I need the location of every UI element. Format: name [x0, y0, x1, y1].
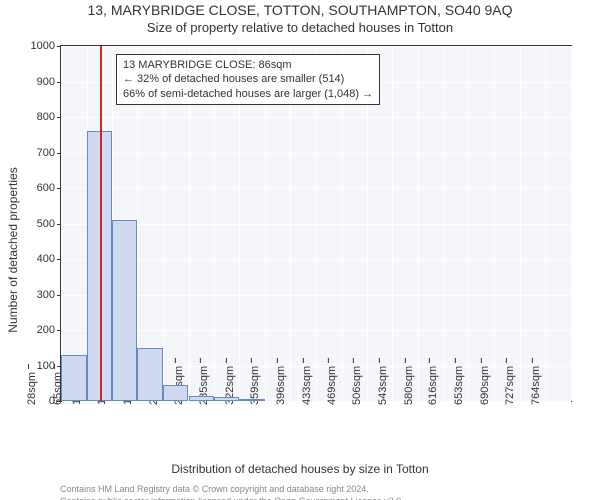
y-tick: 1000 — [31, 40, 61, 52]
gridline-h — [61, 401, 571, 402]
y-tick: 800 — [37, 111, 61, 123]
y-tick: 200 — [37, 324, 61, 336]
x-tick: 727sqm — [504, 364, 516, 405]
chart-title: 13, MARYBRIDGE CLOSE, TOTTON, SOUTHAMPTO… — [0, 2, 600, 18]
y-tick: 900 — [37, 76, 61, 88]
x-tick: 690sqm — [479, 364, 491, 405]
reference-marker — [100, 46, 102, 401]
plot-area: 0100200300400500600700800900100028sqm65s… — [60, 45, 572, 402]
annotation-line: ← 32% of detached houses are smaller (51… — [123, 72, 373, 86]
gridline-v — [468, 46, 469, 401]
y-tick: 300 — [37, 289, 61, 301]
attribution-line-2: Contains public sector information licen… — [60, 496, 404, 500]
y-axis-label: Number of detached properties — [6, 167, 20, 332]
gridline-v — [494, 46, 495, 401]
x-tick: 543sqm — [377, 364, 389, 405]
x-tick: 580sqm — [402, 364, 414, 405]
y-tick: 400 — [37, 253, 61, 265]
gridline-v — [418, 46, 419, 401]
histogram-bar — [239, 399, 265, 401]
x-tick: 616sqm — [427, 364, 439, 405]
histogram-bar — [189, 396, 215, 401]
gridline-v — [444, 46, 445, 401]
x-tick: 653sqm — [453, 364, 465, 405]
y-tick: 600 — [37, 182, 61, 194]
gridline-v — [520, 46, 521, 401]
gridline-v — [545, 46, 546, 401]
x-tick: 396sqm — [275, 364, 287, 405]
x-tick: 433sqm — [300, 364, 312, 405]
gridline-v — [61, 46, 62, 401]
annotation-line: 66% of semi-detached houses are larger (… — [123, 87, 373, 101]
x-tick: 28sqm — [26, 370, 38, 405]
attribution-line-1: Contains HM Land Registry data © Crown c… — [60, 484, 369, 494]
histogram-bar — [214, 397, 239, 401]
chart-subtitle: Size of property relative to detached ho… — [0, 20, 600, 35]
histogram-bar — [61, 355, 87, 401]
gridline-v — [392, 46, 393, 401]
histogram-bar — [112, 220, 137, 401]
histogram-bar — [137, 348, 163, 401]
gridline-v — [571, 46, 572, 401]
x-tick: 469sqm — [325, 364, 337, 405]
x-axis-label: Distribution of detached houses by size … — [0, 462, 600, 476]
y-tick: 500 — [37, 218, 61, 230]
x-tick: 506sqm — [351, 364, 363, 405]
annotation-line: 13 MARYBRIDGE CLOSE: 86sqm — [123, 58, 373, 72]
histogram-bar — [163, 385, 189, 401]
annotation-box: 13 MARYBRIDGE CLOSE: 86sqm← 32% of detac… — [116, 54, 380, 105]
y-tick: 700 — [37, 147, 61, 159]
x-tick: 764sqm — [530, 364, 542, 405]
